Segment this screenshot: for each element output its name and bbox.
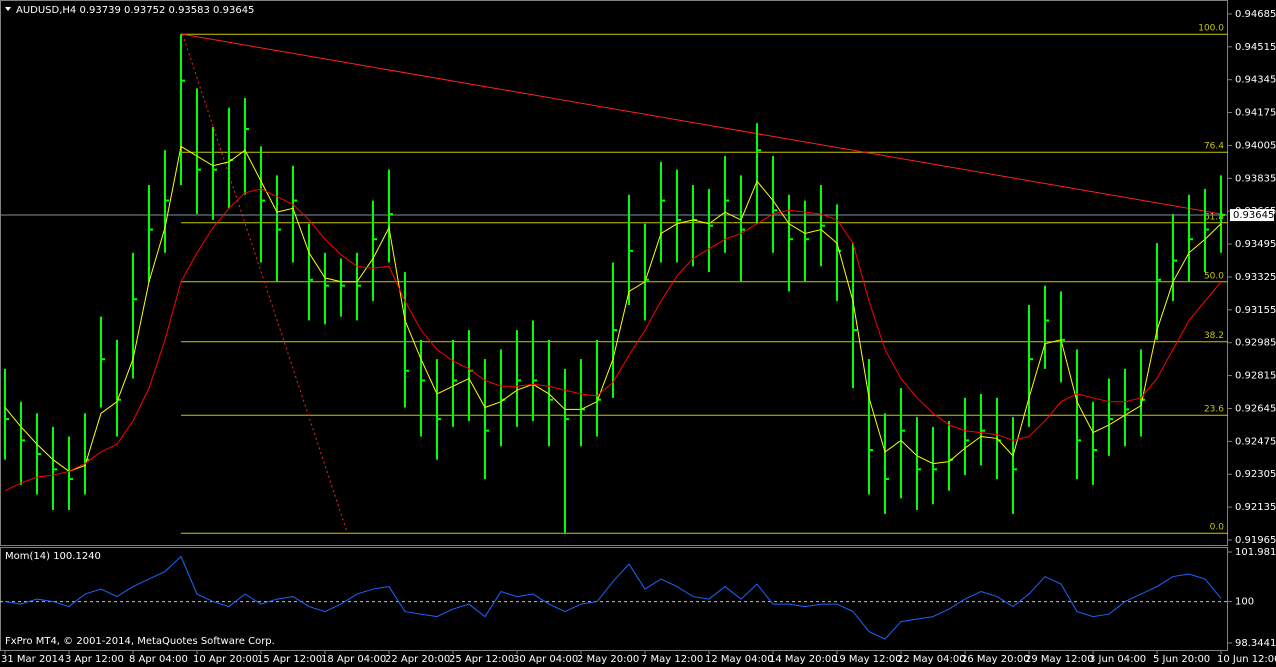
- y-tick-label: 0.93325: [1235, 272, 1276, 283]
- y-tick-label: 0.94345: [1235, 75, 1276, 86]
- x-tick-label: 3 Jun 04:00: [1089, 654, 1146, 665]
- x-tick-label: 26 May 20:00: [961, 654, 1030, 665]
- x-tick-label: 18 Apr 04:00: [321, 654, 386, 665]
- indicator-frame: [0, 547, 1228, 651]
- y-tick-label: 0.92475: [1235, 436, 1276, 447]
- trendline: [182, 33, 1228, 216]
- y-tick-label: 0.94685: [1235, 9, 1276, 20]
- y-tick-label: 0.93835: [1235, 173, 1276, 184]
- x-tick-label: 15 Apr 12:00: [257, 654, 322, 665]
- y-tick-label: 0.92645: [1235, 403, 1276, 414]
- fib-label: 50.0: [1204, 271, 1224, 281]
- fib-label: 76.4: [1204, 142, 1224, 152]
- menu-arrow[interactable]: [5, 7, 11, 11]
- fib-label: 23.6: [1204, 405, 1224, 415]
- x-tick-label: 3 Apr 12:00: [65, 654, 124, 665]
- momentum-line: [4, 555, 1222, 640]
- x-tick-label: 22 Apr 20:00: [385, 654, 450, 665]
- moving-average: [4, 145, 1222, 472]
- x-tick-label: 12 May 04:00: [705, 654, 774, 665]
- x-tick-label: 2 May 20:00: [577, 654, 639, 665]
- y-tick-label: 0.92305: [1235, 469, 1276, 480]
- moving-average: [4, 188, 1222, 492]
- fib-label: 61.8: [1204, 212, 1224, 222]
- y-tick-label: 0.93495: [1235, 239, 1276, 250]
- fib-label: 0.0: [1210, 523, 1225, 533]
- y-tick-label: 0.94515: [1235, 42, 1276, 53]
- x-tick-label: 19 May 12:00: [833, 654, 902, 665]
- x-tick-label: 22 May 04:00: [897, 654, 966, 665]
- y-tick-label: 0.94175: [1235, 108, 1276, 119]
- y-tick-label: 98.3441: [1235, 638, 1276, 649]
- y-tick-label: 0.92985: [1235, 338, 1276, 349]
- x-tick-label: 10 Jun 12:00: [1217, 654, 1276, 665]
- x-tick-label: 25 Apr 12:00: [449, 654, 514, 665]
- x-tick-label: 31 Mar 2014: [1, 654, 64, 665]
- y-tick-label: 100: [1235, 597, 1254, 608]
- x-tick-label: 30 Apr 04:00: [513, 654, 578, 665]
- fib-label: 100.0: [1198, 24, 1224, 34]
- y-tick-label: 101.9814: [1235, 547, 1276, 558]
- last-price-label: 0.93645: [1233, 210, 1274, 221]
- x-tick-label: 8 Apr 04:00: [129, 654, 188, 665]
- x-tick-label: 29 May 12:00: [1025, 654, 1094, 665]
- main-frame: [0, 0, 1228, 546]
- x-tick-label: 5 Jun 20:00: [1153, 654, 1210, 665]
- dotted-line: [182, 34, 348, 534]
- last-price-box: [1230, 209, 1274, 222]
- y-tick-label: 0.92135: [1235, 502, 1276, 513]
- y-tick-label: 0.92815: [1235, 371, 1276, 382]
- y-tick-label: 0.91965: [1235, 535, 1276, 546]
- footer: FxPro MT4, © 2001-2014, MetaQuotes Softw…: [5, 636, 275, 647]
- x-tick-label: 14 May 20:00: [769, 654, 838, 665]
- chart-title: AUDUSD,H4 0.93739 0.93752 0.93583 0.9364…: [16, 5, 254, 16]
- x-tick-label: 10 Apr 20:00: [193, 654, 258, 665]
- y-tick-label: 0.94005: [1235, 140, 1276, 151]
- y-tick-label: 0.93155: [1235, 305, 1276, 316]
- indicator-title: Mom(14) 100.1240: [5, 551, 101, 562]
- x-tick-label: 7 May 12:00: [641, 654, 703, 665]
- fib-label: 38.2: [1204, 331, 1224, 341]
